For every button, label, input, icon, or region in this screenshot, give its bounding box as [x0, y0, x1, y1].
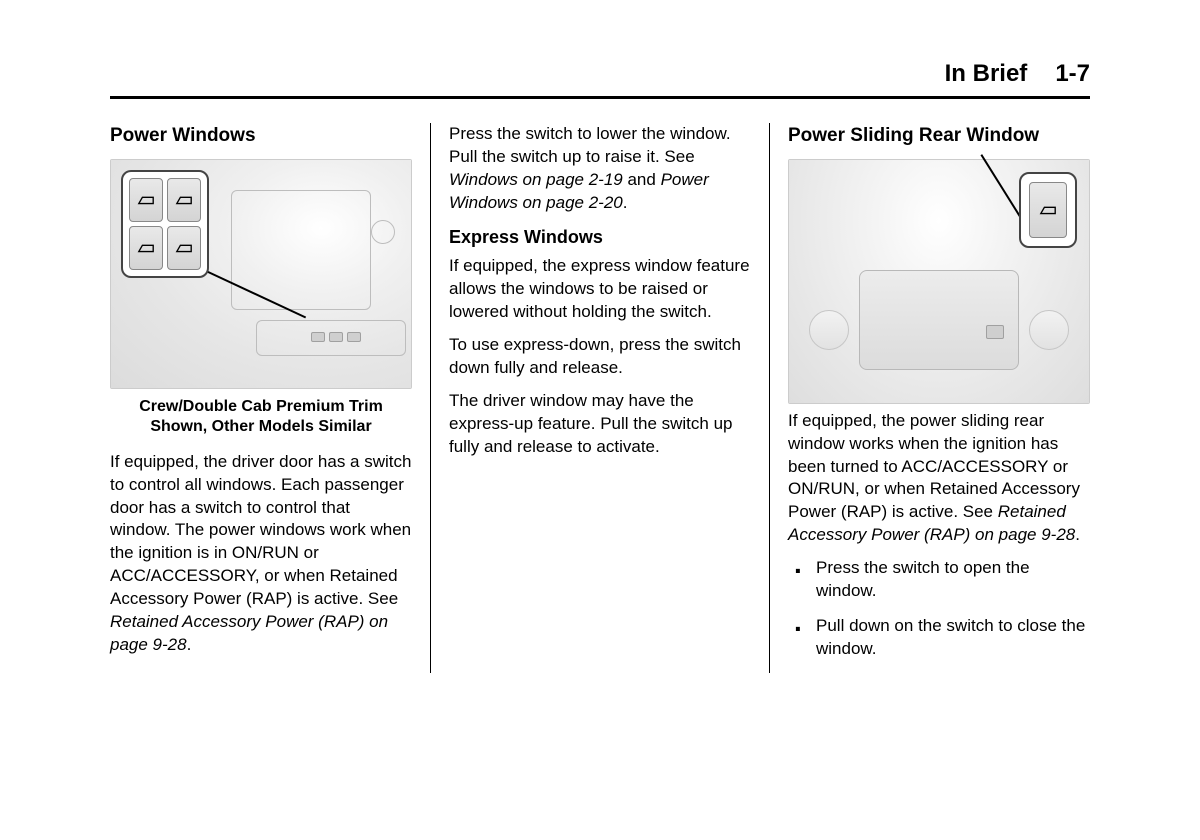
column-2: Press the switch to lower the window. Pu… — [430, 123, 769, 673]
rear-window-figure — [788, 159, 1090, 404]
text: . — [1075, 525, 1080, 544]
text: and — [623, 170, 661, 189]
express-windows-body-2: To use express-down, press the switch do… — [449, 334, 751, 380]
vent-dial — [371, 220, 395, 244]
express-windows-heading: Express Windows — [449, 225, 751, 249]
window-switch-icon — [1029, 182, 1067, 238]
content-columns: Power Windows — [110, 123, 1090, 673]
express-windows-body-1: If equipped, the express window feature … — [449, 255, 751, 324]
express-windows-body-3: The driver window may have the express-u… — [449, 390, 751, 459]
text: If equipped, the driver door has a switc… — [110, 452, 411, 609]
dome-light-left — [809, 310, 849, 350]
bullet-open: Press the switch to open the window. — [788, 557, 1090, 603]
power-sliding-rear-heading: Power Sliding Rear Window — [788, 123, 1090, 149]
window-switch-callout — [121, 170, 209, 278]
column-3: Power Sliding Rear Window If equipped, t… — [769, 123, 1090, 673]
chapter-title: In Brief — [945, 60, 1028, 88]
rear-switch-callout — [1019, 172, 1077, 248]
door-switch-1 — [311, 332, 325, 342]
text: Press the switch to lower the window. Pu… — [449, 124, 731, 166]
text: . — [187, 635, 192, 654]
window-switch-icon — [129, 226, 163, 270]
door-switch-2 — [329, 332, 343, 342]
power-windows-heading: Power Windows — [110, 123, 412, 149]
switch-instructions: Press the switch to lower the window. Pu… — [449, 123, 751, 215]
rear-window-body: If equipped, the power sliding rear wind… — [788, 410, 1090, 548]
power-windows-figure — [110, 159, 412, 389]
rear-window-switch — [986, 325, 1004, 339]
power-windows-body: If equipped, the driver door has a switc… — [110, 451, 412, 657]
page-header: In Brief 1-7 — [110, 60, 1090, 99]
text: . — [623, 193, 628, 212]
bullet-close: Pull down on the switch to close the win… — [788, 615, 1090, 661]
window-switch-icon — [167, 226, 201, 270]
xref-retained-accessory-power: Retained Accessory Power (RAP) on page 9… — [110, 612, 388, 654]
console-panel — [859, 270, 1019, 370]
rear-window-bullets: Press the switch to open the window. Pul… — [788, 557, 1090, 661]
door-switch-3 — [347, 332, 361, 342]
page-number: 1-7 — [1055, 60, 1090, 88]
dome-light-right — [1029, 310, 1069, 350]
column-1: Power Windows — [110, 123, 430, 673]
window-switch-icon — [167, 178, 201, 222]
figure-caption: Crew/Double Cab Premium Trim Shown, Othe… — [110, 397, 412, 437]
window-switch-icon — [129, 178, 163, 222]
xref-windows: Windows on page 2-19 — [449, 170, 623, 189]
